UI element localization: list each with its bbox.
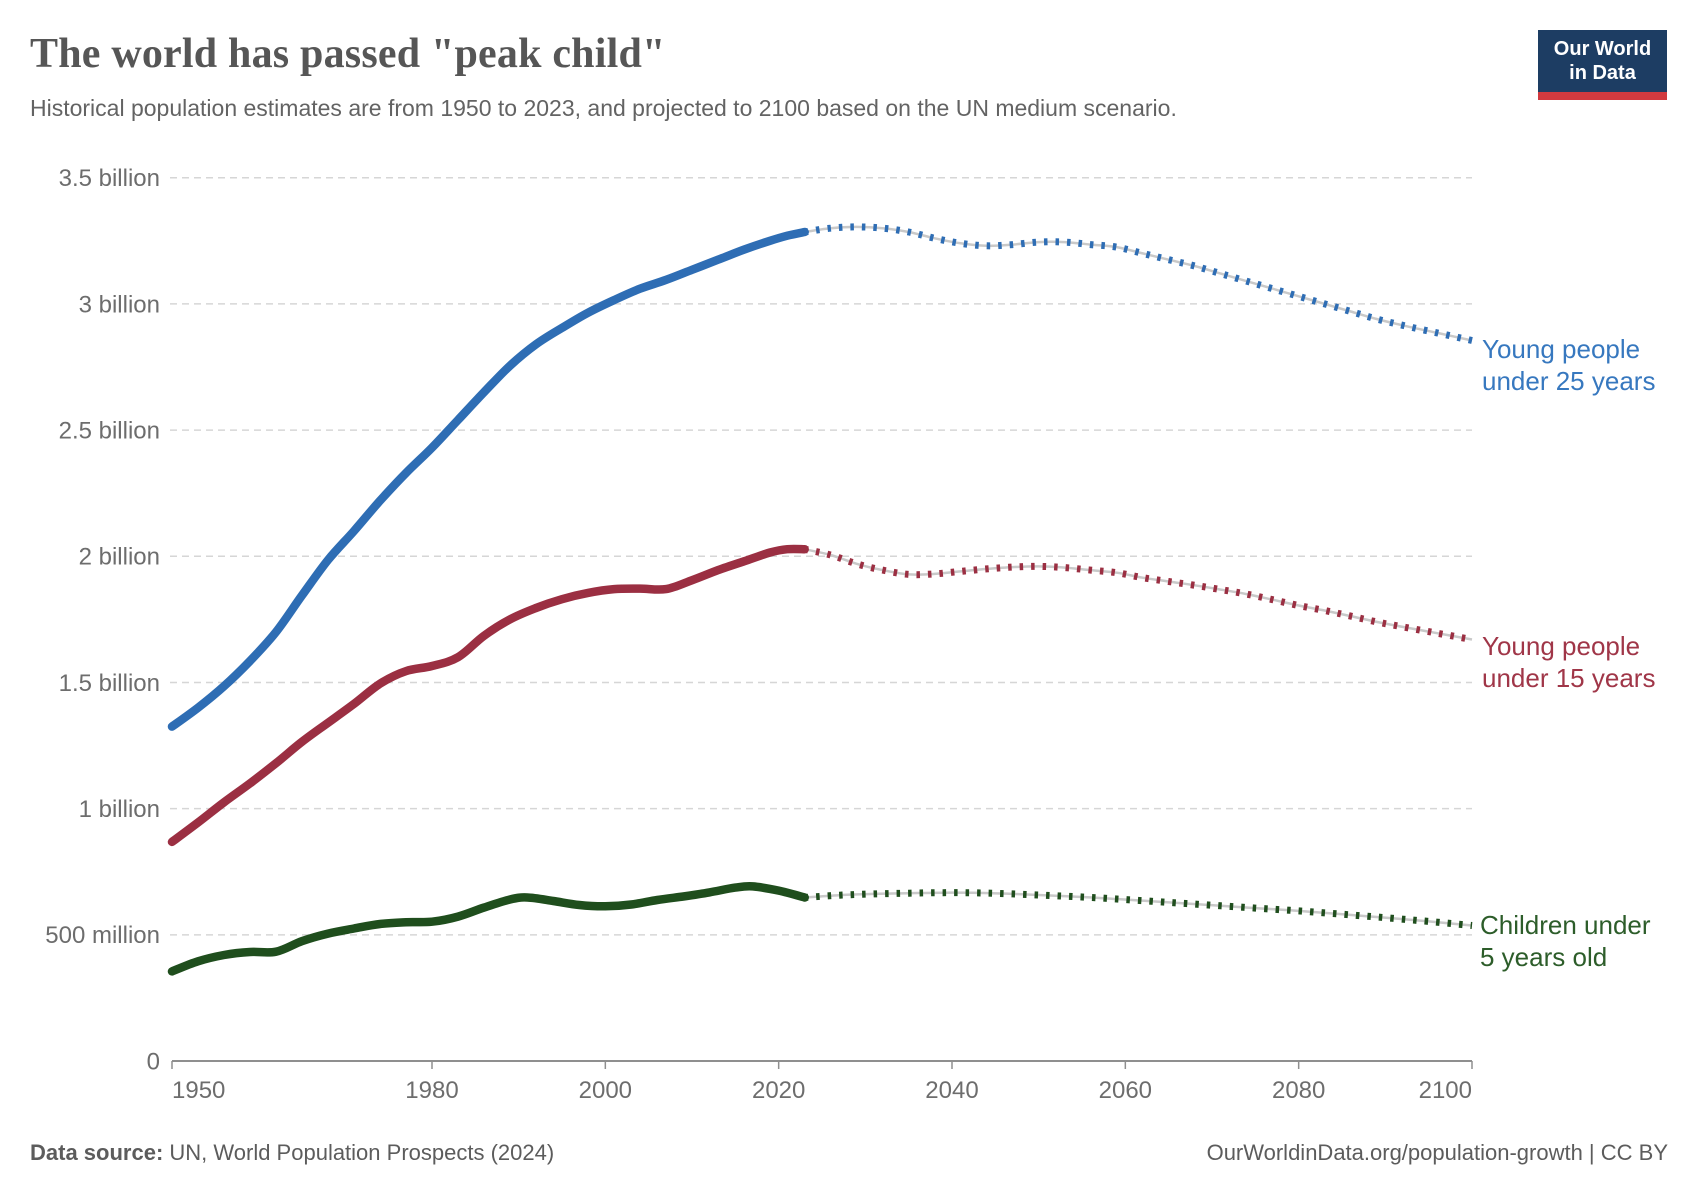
series-label-line: Children under (1480, 910, 1651, 940)
series-label-young-people-under-15-years: Young people under 15 years (1482, 630, 1655, 694)
chart-title: The world has passed "peak child" (30, 31, 666, 77)
y-tick-label: 0 (147, 1048, 160, 1075)
projected-line-children-under-5-years-old (804, 889, 1473, 929)
x-tick-label: 2020 (752, 1077, 805, 1104)
data-source-label: Data source: (30, 1140, 164, 1165)
y-tick-label: 3.5 billion (59, 165, 160, 192)
y-tick-label: 500 million (45, 922, 160, 949)
historical-line-young-people-under-15-years (167, 544, 809, 847)
x-tick-label: 2040 (925, 1077, 978, 1104)
x-tick-label: 1980 (405, 1077, 458, 1104)
series-label-line: Young people (1482, 631, 1641, 661)
historical-line-children-under-5-years-old (167, 881, 809, 976)
x-tick-label: 2060 (1099, 1077, 1152, 1104)
data-source-text: UN, World Population Prospects (2024) (163, 1140, 555, 1165)
owid-logo-red-bar (1538, 92, 1667, 100)
owid-logo-box: Our World in Data (1538, 30, 1667, 92)
attribution-note: OurWorldinData.org/population-growth | C… (1206, 1140, 1668, 1165)
y-tick-label: 1.5 billion (59, 670, 160, 697)
x-tick-label: 2080 (1272, 1077, 1325, 1104)
data-source-note: Data source: UN, World Population Prospe… (30, 1140, 554, 1166)
chart-subtitle: Historical population estimates are from… (30, 95, 1177, 121)
historical-line-young-people-under-25-years (167, 227, 809, 731)
x-tick-label: 1950 (172, 1077, 225, 1104)
y-tick-label: 2 billion (79, 544, 160, 571)
y-tick-label: 1 billion (79, 796, 160, 823)
series-label-line: under 15 years (1482, 663, 1656, 693)
owid-logo-line2: in Data (1569, 62, 1636, 84)
owid-logo-line1: Our World (1553, 38, 1652, 60)
series-label-line: 5 years old (1480, 942, 1608, 972)
series-label-young-people-under-25-years: Young people under 25 years (1482, 333, 1655, 397)
projected-line-young-people-under-15-years (803, 545, 1473, 643)
owid-logo: Our World in Data (1538, 30, 1667, 100)
x-tick-label: 2000 (579, 1077, 632, 1104)
y-tick-label: 3 billion (79, 291, 160, 318)
projection-underlay-young-people-under-25-years (804, 225, 1473, 342)
series-label-line: under 25 years (1482, 366, 1656, 396)
x-tick-label: 2100 (1419, 1077, 1472, 1104)
series-label-children-under-5-years-old: Children under 5 years old (1480, 909, 1651, 973)
series-label-line: Young people (1482, 334, 1641, 364)
projection-underlay-young-people-under-15-years (804, 547, 1473, 641)
y-tick-label: 2.5 billion (59, 417, 160, 444)
projected-line-young-people-under-25-years (804, 223, 1473, 344)
